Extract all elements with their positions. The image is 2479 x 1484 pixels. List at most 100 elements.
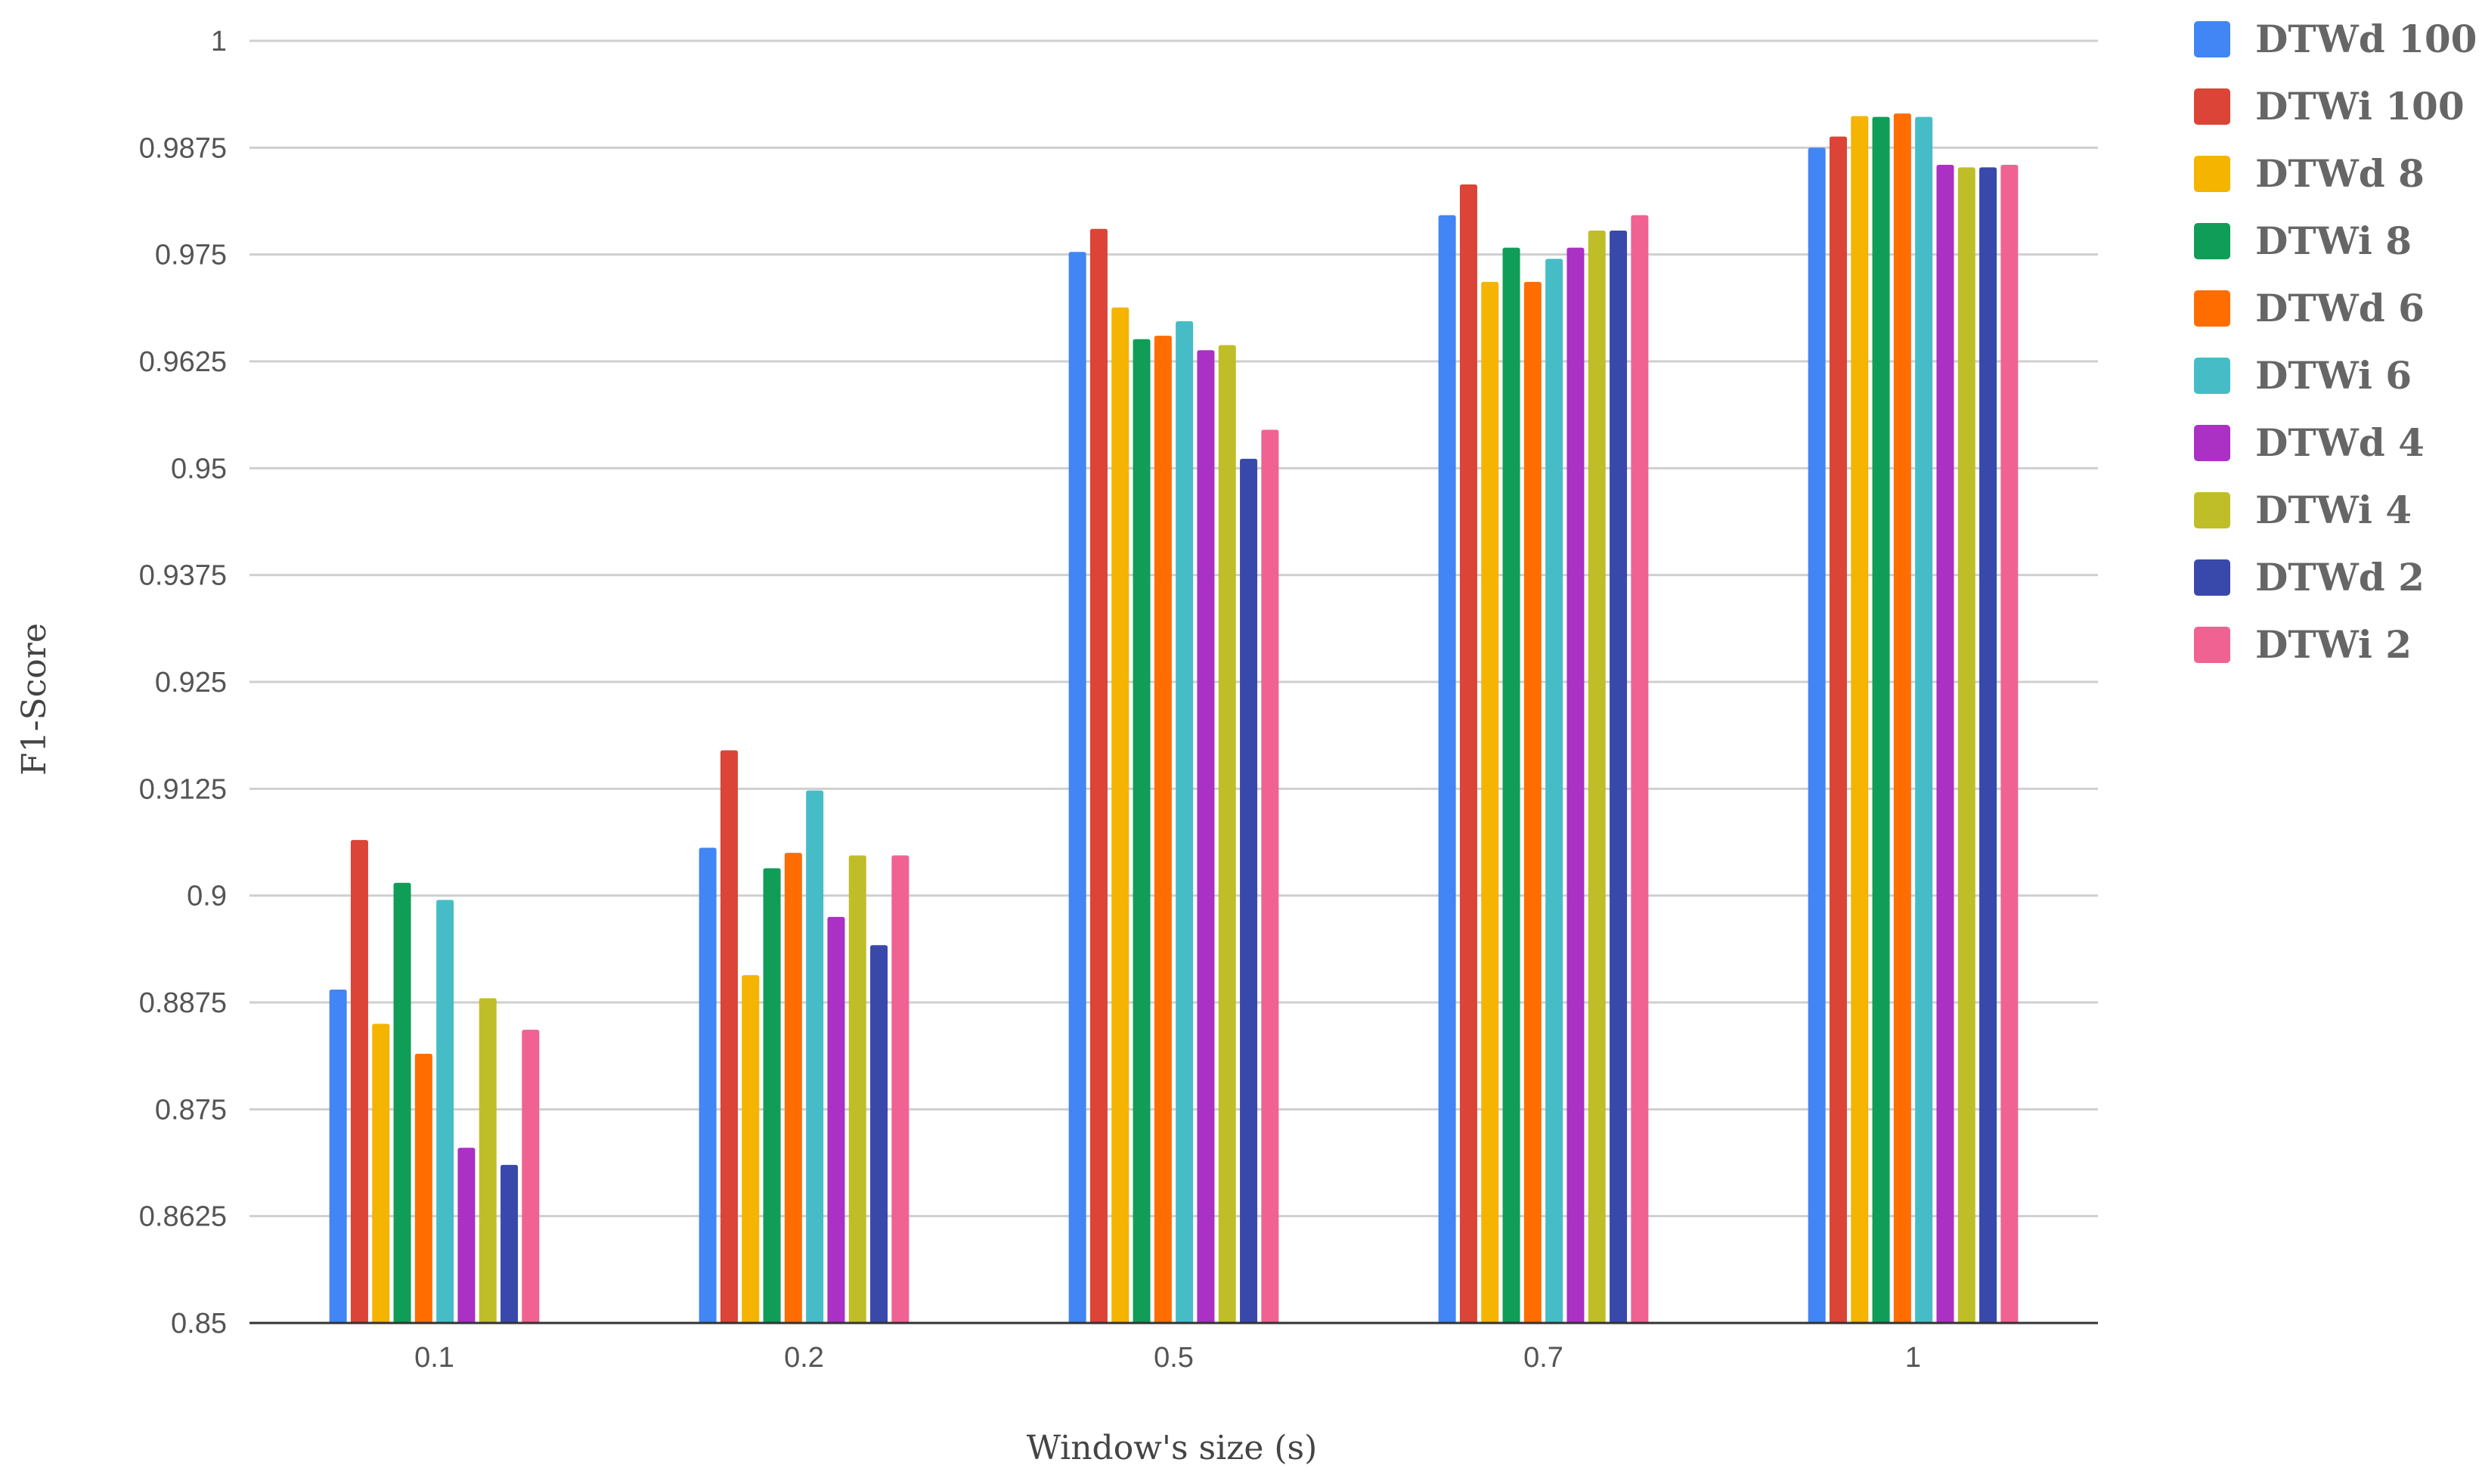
bar	[1459, 184, 1477, 1323]
bar	[500, 1164, 519, 1323]
x-tick-label: 0.7	[1523, 1342, 1563, 1374]
legend-item: DTWd 100	[2194, 17, 2477, 61]
legend-swatch	[2194, 358, 2230, 394]
bar	[1610, 231, 1628, 1323]
y-tick-label: 0.9125	[139, 773, 227, 805]
bar	[763, 868, 781, 1323]
y-tick-label: 1	[211, 26, 227, 57]
bar	[1089, 228, 1108, 1323]
bar	[522, 1030, 540, 1323]
legend-item: DTWd 2	[2194, 555, 2425, 599]
y-tick-label: 0.9625	[139, 346, 227, 378]
bar	[1438, 215, 1456, 1323]
y-axis-title: F1-Score	[15, 623, 54, 776]
legend-item: DTWi 6	[2194, 353, 2412, 398]
bar	[1133, 339, 1151, 1323]
legend-swatch	[2194, 492, 2230, 528]
legend-swatch	[2194, 88, 2230, 125]
bar	[414, 1053, 432, 1323]
gridlines	[249, 39, 2098, 1218]
legend-swatch	[2194, 627, 2230, 663]
legend-item: DTWi 100	[2194, 84, 2465, 129]
bar	[848, 855, 866, 1323]
legend-swatch	[2194, 559, 2230, 596]
y-tick-label: 0.975	[155, 240, 227, 271]
legend-swatch	[2194, 21, 2230, 57]
legend-item: DTWd 8	[2194, 151, 2425, 196]
bar	[1197, 350, 1215, 1324]
legend-label: DTWd 8	[2255, 151, 2425, 196]
bar	[1936, 164, 1954, 1324]
legend-label: DTWi 4	[2255, 488, 2412, 532]
y-tick-label: 0.8875	[139, 987, 227, 1019]
y-tick-label: 0.9	[187, 881, 227, 912]
bar	[329, 990, 347, 1323]
y-tick-label: 0.8625	[139, 1201, 227, 1233]
bar	[1111, 307, 1129, 1323]
bar	[806, 790, 824, 1323]
bar	[393, 882, 411, 1323]
bar	[1240, 458, 1258, 1323]
bar	[720, 750, 738, 1323]
bar	[1502, 247, 1520, 1323]
bar	[891, 855, 909, 1323]
bar	[1068, 252, 1086, 1323]
x-tick-label: 0.1	[414, 1342, 454, 1374]
y-tick-label: 0.85	[171, 1308, 227, 1340]
legend-label: DTWd 2	[2255, 555, 2425, 599]
bar	[1218, 345, 1236, 1323]
bar	[870, 945, 888, 1323]
bar	[372, 1024, 390, 1323]
x-axis-title: Window's size (s)	[1027, 1429, 1318, 1467]
bars	[329, 113, 2019, 1324]
bar	[457, 1148, 476, 1323]
bar	[1261, 429, 1279, 1323]
legend-label: DTWi 6	[2255, 353, 2412, 398]
legend-swatch	[2194, 425, 2230, 461]
bar	[1523, 281, 1542, 1323]
bar	[1631, 215, 1649, 1323]
legend-item: DTWi 8	[2194, 218, 2412, 263]
legend: DTWd 100 DTWi 100 DTWd 8 DTWi 8 DTWd 6 DTWi 6…	[2194, 17, 2477, 667]
bar	[827, 916, 845, 1323]
bar	[1851, 116, 1869, 1324]
x-tick-labels: 0.1 0.2 0.5 0.7 1	[414, 1342, 1921, 1374]
bar	[1893, 113, 1911, 1323]
legend-label: DTWi 8	[2255, 218, 2412, 263]
x-tick-label: 0.2	[784, 1342, 824, 1374]
bar	[784, 853, 802, 1323]
legend-item: DTWd 4	[2194, 420, 2425, 465]
bar	[1872, 116, 1890, 1323]
legend-item: DTWi 4	[2194, 488, 2412, 532]
legend-label: DTWi 2	[2255, 622, 2412, 667]
legend-item: DTWd 6	[2194, 286, 2425, 330]
y-tick-label: 0.9875	[139, 132, 227, 164]
y-tick-labels: 0.85 0.8625 0.875 0.8875 0.9 0.9125 0.925 0.937…	[139, 26, 227, 1340]
bar	[1176, 321, 1194, 1324]
y-tick-label: 0.875	[155, 1094, 227, 1126]
bar	[742, 974, 760, 1323]
bar	[1154, 336, 1172, 1324]
legend-swatch	[2194, 223, 2230, 259]
bar	[1588, 231, 1606, 1323]
legend-label: DTWd 6	[2255, 286, 2425, 330]
bar	[1566, 247, 1585, 1323]
bar	[1829, 136, 1847, 1324]
legend-label: DTWd 4	[2255, 420, 2425, 465]
legend-item: DTWi 2	[2194, 622, 2412, 667]
legend-swatch	[2194, 290, 2230, 327]
bar	[436, 900, 454, 1323]
legend-label: DTWd 100	[2255, 17, 2477, 61]
y-tick-label: 0.9375	[139, 560, 227, 592]
x-tick-label: 0.5	[1154, 1342, 1194, 1374]
legend-label: DTWi 100	[2255, 84, 2465, 129]
bar	[1979, 167, 1997, 1324]
y-tick-label: 0.95	[171, 453, 227, 485]
bar	[1915, 116, 1933, 1323]
bar	[1545, 259, 1563, 1323]
bar	[479, 998, 497, 1323]
bar	[1481, 281, 1499, 1323]
bar	[699, 847, 717, 1323]
